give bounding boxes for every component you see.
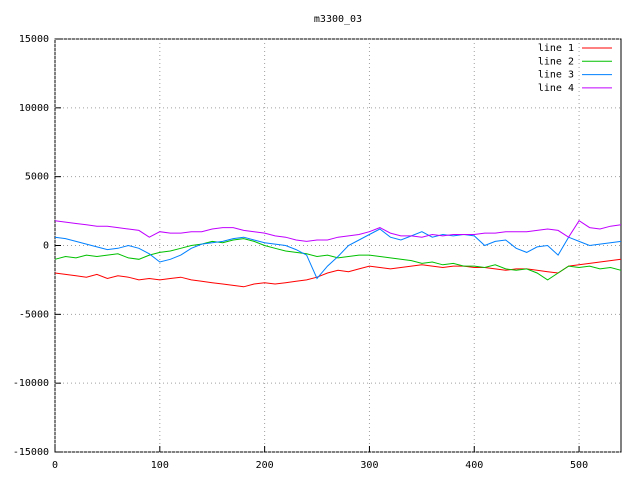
series-line xyxy=(54,220,622,242)
legend-label: line 4 xyxy=(538,83,574,94)
y-tick-label: -5000 xyxy=(19,309,49,320)
y-tick-label: 0 xyxy=(43,241,49,252)
y-tick-label: -15000 xyxy=(13,447,49,458)
series-line xyxy=(54,238,622,281)
x-tick-label: 500 xyxy=(570,460,588,471)
legend-label: line 3 xyxy=(538,70,574,81)
y-tick-label: 15000 xyxy=(19,34,49,45)
x-tick-label: 300 xyxy=(360,460,378,471)
series-line xyxy=(54,228,622,280)
x-tick-label: 100 xyxy=(151,460,169,471)
y-tick-label: 10000 xyxy=(19,103,49,114)
legend-label: line 2 xyxy=(538,56,574,67)
chart-title: m3300_03 xyxy=(314,14,362,25)
x-tick-label: 200 xyxy=(256,460,274,471)
x-tick-label: 0 xyxy=(52,460,58,471)
legend-label: line 1 xyxy=(538,43,574,54)
x-tick-label: 400 xyxy=(465,460,483,471)
y-tick-label: 5000 xyxy=(25,172,49,183)
y-tick-label: -10000 xyxy=(13,378,49,389)
